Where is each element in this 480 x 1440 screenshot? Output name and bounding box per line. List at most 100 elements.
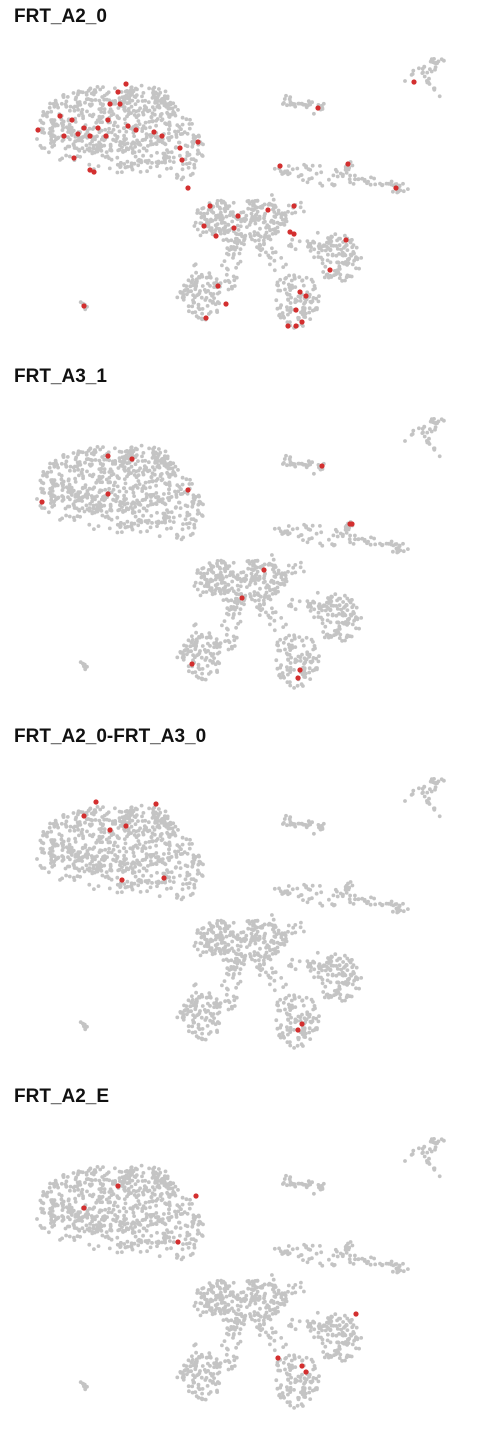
background-cell-point [83, 460, 87, 465]
background-cell-point [118, 161, 123, 165]
background-cell-point [300, 638, 304, 643]
background-cell-point [102, 827, 107, 832]
background-cell-point [112, 843, 116, 848]
background-cell-point [109, 157, 114, 162]
background-cell-point [185, 864, 190, 869]
background-cell-point [286, 672, 290, 677]
background-cell-point [143, 486, 148, 491]
background-cell-point [149, 154, 154, 158]
background-cell-point [76, 855, 80, 859]
background-cell-point [185, 504, 190, 509]
background-cell-point [278, 889, 283, 894]
background-cell-point [436, 59, 441, 64]
background-cell-point [308, 528, 313, 532]
background-cell-point [43, 472, 47, 477]
background-cell-point [133, 874, 138, 879]
background-cell-point [205, 664, 210, 668]
background-cell-point [210, 218, 215, 223]
background-cell-point [131, 860, 136, 865]
background-cell-point [113, 459, 118, 464]
background-cell-point [50, 849, 55, 853]
background-cell-point [353, 897, 357, 902]
background-cell-point [154, 820, 159, 825]
background-cell-point [107, 526, 112, 531]
background-cell-point [312, 1004, 317, 1008]
background-cell-point [284, 813, 288, 818]
background-cell-point [264, 594, 268, 598]
background-cell-point [112, 123, 116, 128]
background-cell-point [332, 543, 337, 547]
background-cell-point [47, 105, 52, 110]
background-cell-point [255, 199, 260, 203]
highlighted-cell-point [185, 185, 191, 191]
background-cell-point [97, 107, 102, 111]
background-cell-point [393, 902, 398, 907]
background-cell-point [237, 958, 242, 963]
background-cell-point [211, 570, 216, 575]
background-cell-point [284, 622, 288, 627]
background-cell-point [189, 640, 194, 645]
background-cell-point [310, 176, 314, 181]
background-cell-point [343, 528, 348, 532]
background-cell-point [292, 668, 296, 672]
background-cell-point [356, 537, 361, 541]
background-cell-point [132, 510, 137, 515]
background-cell-point [117, 1176, 122, 1181]
background-cell-point [315, 230, 320, 235]
background-cell-point [184, 837, 189, 842]
background-cell-point [215, 669, 220, 674]
background-cell-point [152, 85, 157, 90]
background-cell-point [35, 497, 39, 501]
background-cell-point [141, 832, 146, 837]
highlighted-cell-point [87, 133, 93, 139]
background-cell-point [224, 957, 229, 962]
background-cell-point [357, 986, 361, 991]
background-cell-point [224, 237, 229, 242]
background-cell-point [337, 963, 342, 968]
background-cell-point [225, 246, 230, 251]
background-cell-point [118, 164, 123, 169]
background-cell-point [198, 953, 203, 958]
background-cell-point [160, 857, 165, 861]
background-cell-point [109, 517, 114, 522]
background-cell-point [302, 929, 306, 934]
background-cell-point [214, 277, 219, 282]
background-cell-point [290, 527, 295, 532]
background-cell-point [49, 469, 54, 474]
background-cell-point [307, 670, 312, 675]
background-cell-point [209, 588, 214, 593]
background-cell-point [74, 146, 79, 151]
background-cell-point [93, 818, 98, 822]
background-cell-point [200, 644, 205, 648]
background-cell-point [281, 625, 286, 629]
background-cell-point [67, 874, 72, 879]
background-cell-point [343, 253, 348, 258]
background-cell-point [209, 948, 214, 953]
background-cell-point [68, 846, 72, 851]
background-cell-point [351, 902, 356, 906]
background-cell-point [323, 968, 328, 973]
background-cell-point [155, 870, 159, 875]
background-cell-point [65, 815, 70, 819]
background-cell-point [323, 624, 328, 629]
background-cell-point [108, 864, 113, 868]
background-cell-point [131, 140, 136, 145]
background-cell-point [267, 944, 271, 949]
background-cell-point [232, 284, 237, 288]
background-cell-point [87, 508, 92, 513]
background-cell-point [131, 809, 136, 814]
background-cell-point [282, 675, 286, 680]
background-cell-point [105, 457, 109, 462]
background-cell-point [122, 882, 127, 886]
background-cell-point [184, 1004, 189, 1008]
background-cell-point [200, 1004, 205, 1008]
umap-panel-2: FRT_A3_1 [0, 360, 480, 720]
background-cell-point [285, 1028, 290, 1032]
background-cell-point [417, 786, 421, 791]
background-cell-point [70, 853, 74, 857]
background-cell-point [198, 941, 203, 945]
background-cell-point [282, 583, 287, 587]
background-cell-point [132, 473, 137, 477]
background-cell-point [71, 128, 76, 133]
background-cell-point [288, 308, 293, 313]
